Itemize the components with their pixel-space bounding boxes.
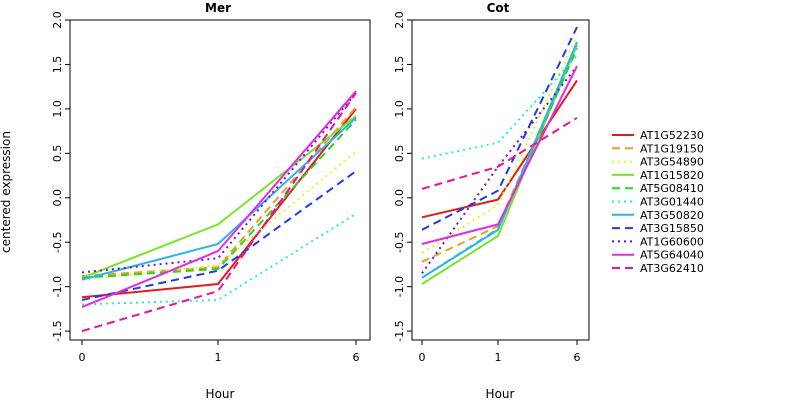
series-line-cot-at5g64040 [421,65,578,245]
x-tick-label-mer: 1 [215,351,222,364]
y-tick-label-cot: 1.5 [393,56,406,74]
legend-label-at3g15850: AT3G15850 [640,222,704,235]
series-line-cot-at3g15850 [421,26,578,231]
legend: AT1G52230AT1G19150AT3G54890AT1G15820AT5G… [612,129,704,275]
x-tick-label-cot: 1 [495,351,502,364]
series-line-cot-at3g62410 [421,116,578,190]
y-tick-label-cot: -1.5 [393,320,406,341]
series-line-mer-at5g64040 [81,90,357,309]
series-line-mer-at1g52230 [81,108,357,299]
y-tick-label-mer: 0.5 [51,145,64,163]
legend-label-at1g19150: AT1G19150 [640,142,704,155]
legend-label-at1g60600: AT1G60600 [640,235,704,248]
series-line-mer-at3g50820 [81,117,357,281]
legend-label-at3g50820: AT3G50820 [640,209,704,222]
x-tick-label-mer: 6 [353,351,360,364]
y-tick-label-mer: 2.0 [51,11,64,29]
y-tick-label-cot: -0.5 [393,231,406,252]
x-tick-label-cot: 0 [419,351,426,364]
panel-cot: Cot -1.5 -1.0 -0.5 0.0 0.5 1.0 1.5 2.0 0 1 6 Hour [393,1,590,400]
series-line-mer-at3g62410 [81,92,357,333]
y-tick-label-cot: 0.0 [393,189,406,207]
panel-title-cot: Cot [487,1,510,15]
series-line-mer-at3g54890 [81,150,357,281]
y-tick-label-mer: 1.5 [51,56,64,74]
x-axis-title-cot: Hour [486,387,515,400]
series-line-cot-at5g08410 [421,47,578,279]
panel-title-mer: Mer [205,1,231,15]
y-tick-label-mer: -1.0 [51,276,64,297]
y-tick-label-cot: 2.0 [393,11,406,29]
series-line-mer-at1g60600 [81,92,357,274]
legend-label-at3g54890: AT3G54890 [640,156,704,169]
legend-label-at1g15820: AT1G15820 [640,169,704,182]
plot-area-cot: -1.5 -1.0 -0.5 0.0 0.5 1.0 1.5 2.0 0 1 6 [393,11,590,364]
x-tick-label-mer: 0 [79,351,86,364]
y-axis-title: centered expression [0,131,13,253]
y-tick-label-cot: 1.0 [393,100,406,118]
panel-mer: Mer -1.5 -1.0 -0.5 0.0 0.5 1.0 1.5 2.0 0 1 6 Hour [51,1,371,400]
x-axis-title-mer: Hour [206,387,235,400]
legend-label-at5g64040: AT5G64040 [640,249,704,262]
series-line-mer-at3g15850 [81,170,357,301]
x-tick-label-cot: 6 [574,351,581,364]
y-tick-label-mer: 0.0 [51,189,64,207]
series-line-cot-at3g01440 [421,54,578,160]
legend-label-at3g01440: AT3G01440 [640,196,704,209]
y-tick-label-mer: 1.0 [51,100,64,118]
series-line-mer-at5g08410 [81,118,357,279]
plot-frame-mer [69,19,371,341]
y-tick-label-cot: -1.0 [393,276,406,297]
legend-label-at1g52230: AT1G52230 [640,129,704,142]
plot-area-mer: -1.5 -1.0 -0.5 0.0 0.5 1.0 1.5 2.0 0 1 6 [51,11,371,364]
plot-frame-cot [411,19,590,341]
y-tick-label-cot: 0.5 [393,145,406,163]
legend-label-at5g08410: AT5G08410 [640,182,704,195]
series-line-cot-at3g50820 [421,41,578,279]
y-tick-label-mer: -0.5 [51,231,64,252]
series-line-mer-at1g15820 [81,115,357,279]
y-tick-label-mer: -1.5 [51,320,64,341]
legend-label-at3g62410: AT3G62410 [640,262,704,275]
